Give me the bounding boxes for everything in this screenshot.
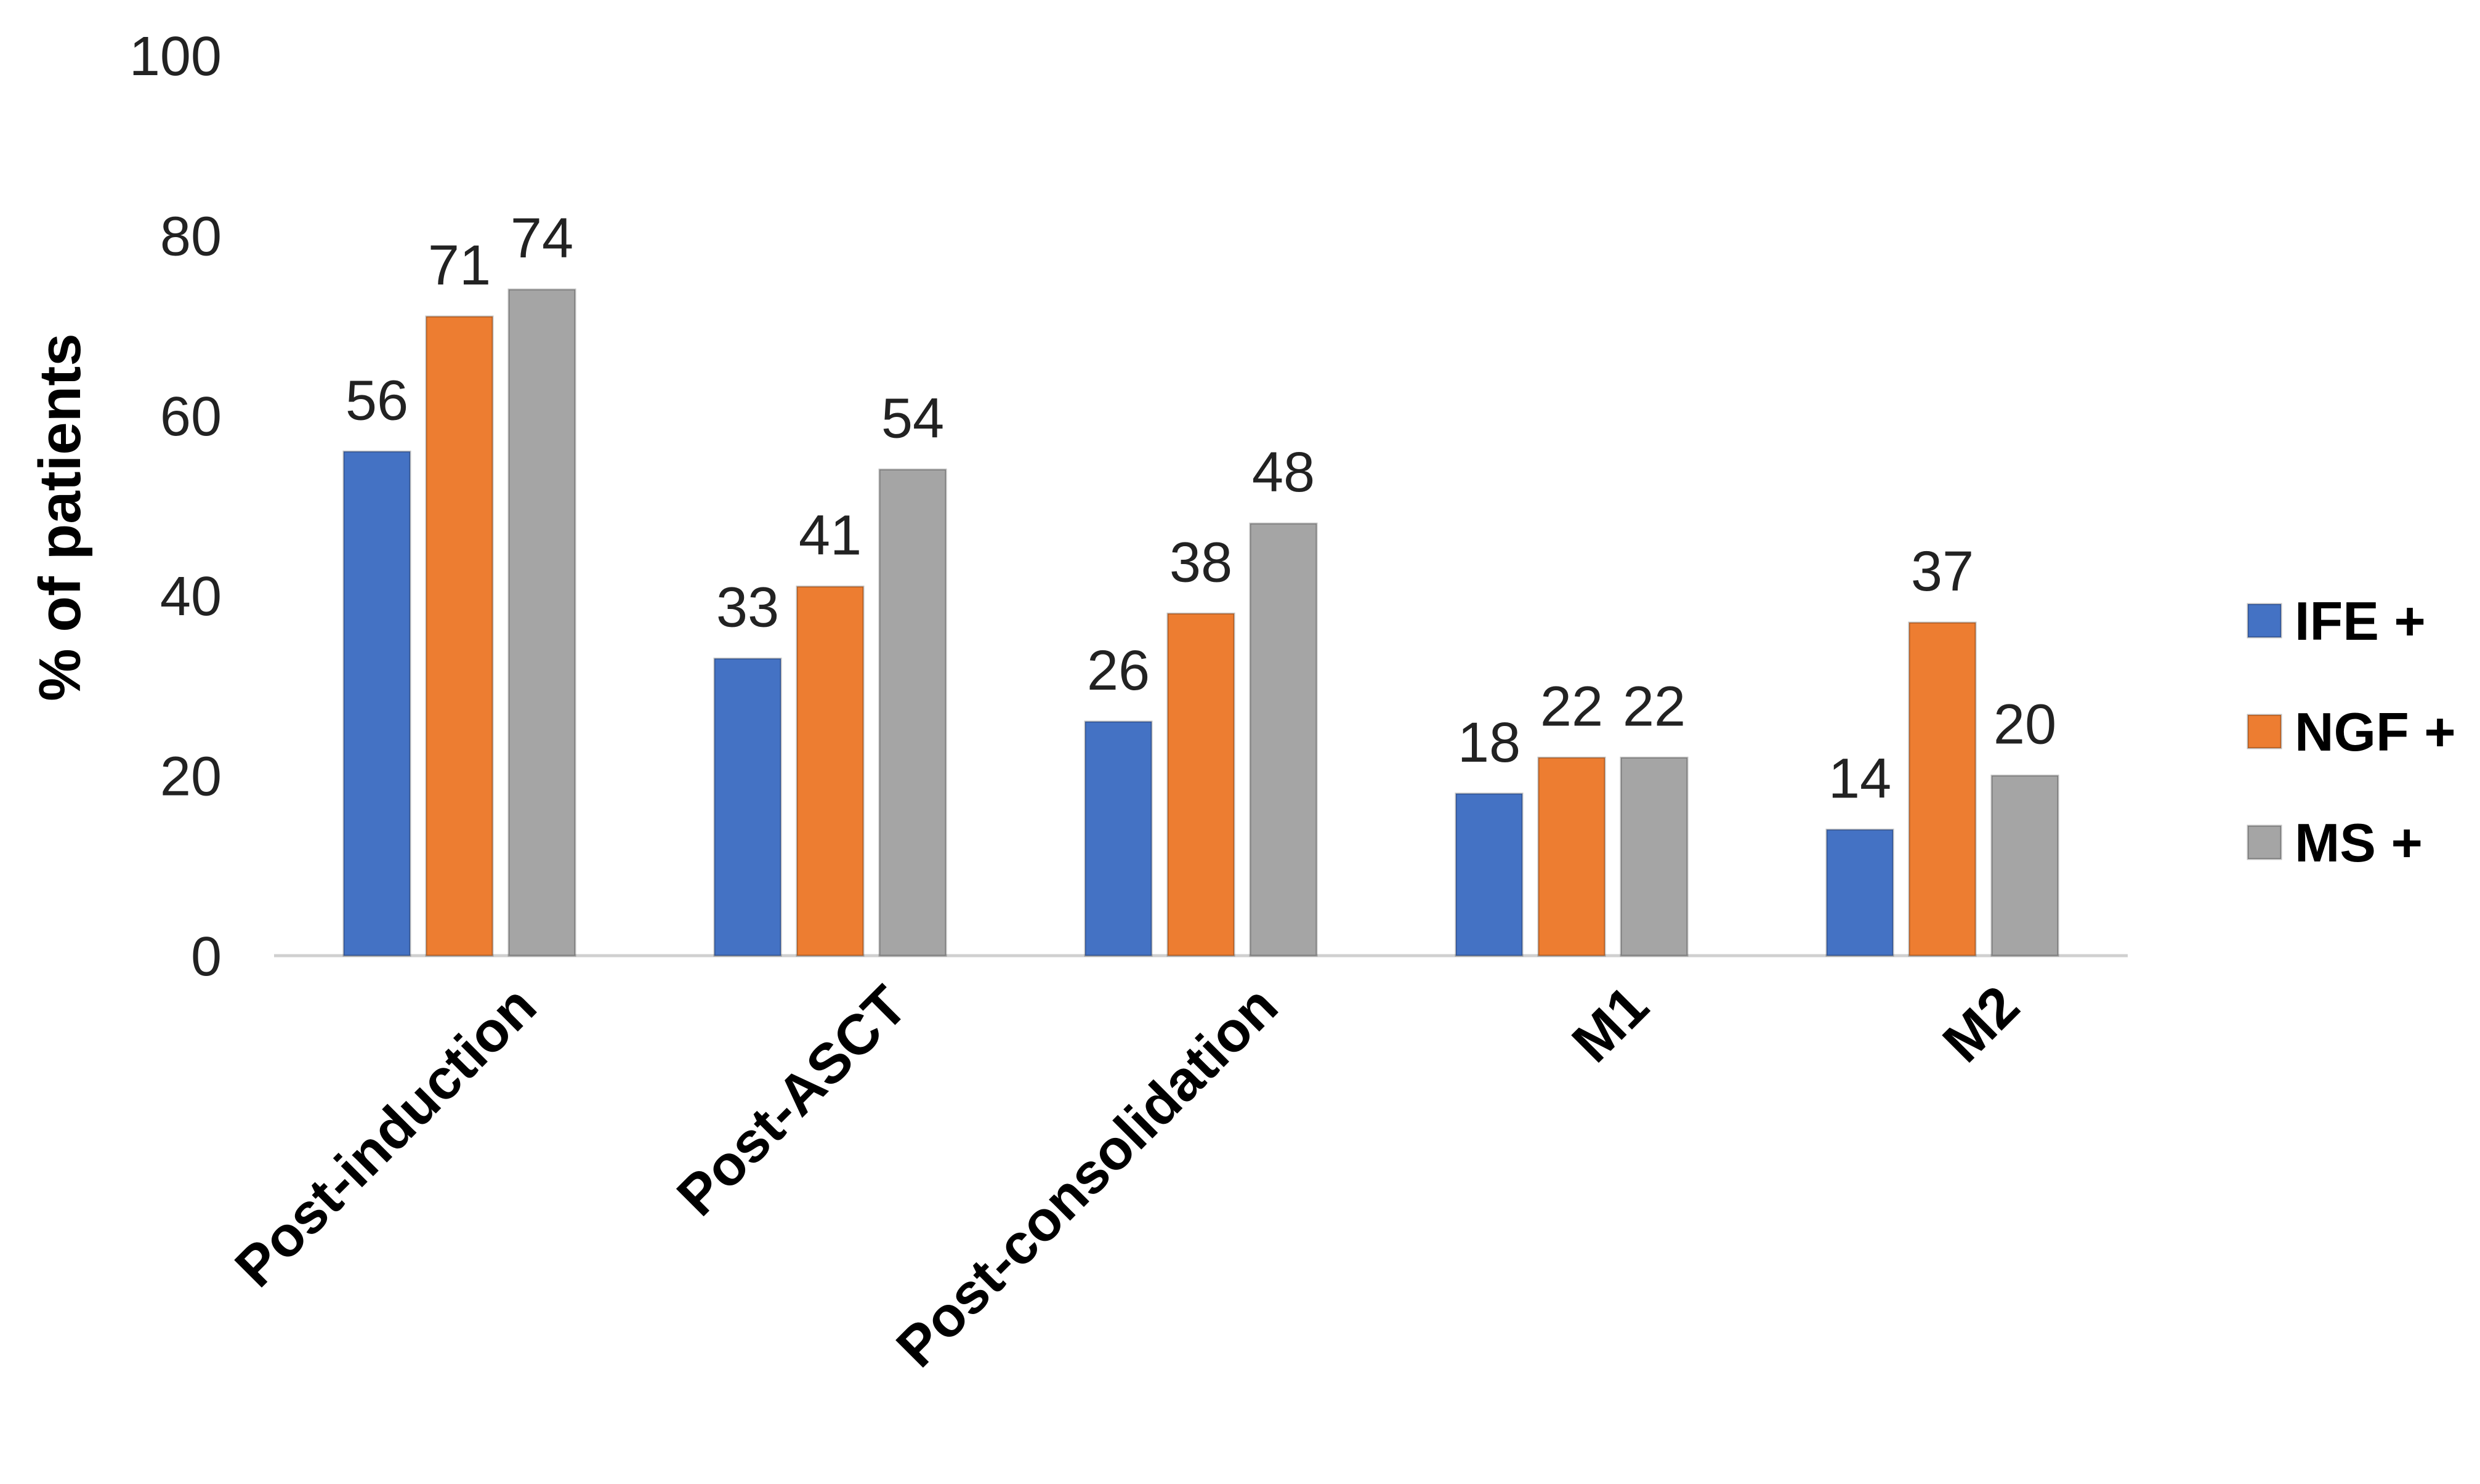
category-label: Post-ASCT xyxy=(665,974,919,1228)
y-tick-label: 80 xyxy=(160,206,222,267)
category-label: Post-induction xyxy=(224,974,548,1299)
data-label: 38 xyxy=(1169,531,1232,594)
data-label: 71 xyxy=(428,234,491,297)
bar xyxy=(507,288,576,957)
legend: IFE + NGF + MS + xyxy=(2247,591,2456,873)
bar xyxy=(1908,621,1977,957)
y-tick-label: 40 xyxy=(160,566,222,627)
data-label: 33 xyxy=(716,576,779,639)
data-label: 22 xyxy=(1623,675,1686,738)
data-label: 37 xyxy=(1911,540,1974,603)
legend-label: MS + xyxy=(2295,812,2423,873)
bar xyxy=(1166,612,1235,957)
bars xyxy=(342,288,2059,957)
data-label: 56 xyxy=(345,369,408,432)
data-labels: 56 71 74 33 41 54 26 38 48 18 22 22 14 37 20 xyxy=(345,207,2056,810)
y-tick-label: 60 xyxy=(160,386,222,448)
bar xyxy=(878,469,947,957)
data-label: 20 xyxy=(1993,693,2056,756)
data-label: 22 xyxy=(1540,675,1603,738)
data-label: 74 xyxy=(511,207,573,270)
data-label: 14 xyxy=(1828,747,1891,810)
y-tick-label: 100 xyxy=(129,26,222,87)
legend-label: NGF + xyxy=(2295,701,2456,762)
data-label: 26 xyxy=(1087,639,1150,702)
legend-swatch xyxy=(2247,714,2282,749)
legend-swatch xyxy=(2247,825,2282,860)
bar xyxy=(1990,775,2059,957)
bar xyxy=(1825,828,1894,957)
category-label: M2 xyxy=(1931,974,2032,1075)
bar xyxy=(713,658,782,957)
legend-label: IFE + xyxy=(2295,591,2426,651)
category-label: Post-consolidation xyxy=(885,974,1290,1379)
data-label: 18 xyxy=(1458,711,1521,774)
legend-swatch xyxy=(2247,603,2282,639)
data-label: 48 xyxy=(1252,441,1315,504)
category-label: M1 xyxy=(1561,974,1661,1075)
bar xyxy=(1249,522,1318,957)
bar xyxy=(1084,720,1153,957)
y-axis-ticks: 0 20 40 60 80 100 xyxy=(129,26,222,988)
bar xyxy=(1537,756,1606,957)
bar xyxy=(342,450,411,957)
y-tick-label: 20 xyxy=(160,746,222,808)
bar xyxy=(1455,792,1524,957)
bar xyxy=(796,586,865,957)
category-labels: Post-induction Post-ASCTPost-consolidatio… xyxy=(224,974,2031,1379)
data-label: 41 xyxy=(799,504,862,567)
data-label: 54 xyxy=(881,387,944,450)
y-tick-label: 0 xyxy=(191,926,222,988)
bar xyxy=(425,315,494,957)
y-axis-title: % of patients xyxy=(27,333,93,701)
bar xyxy=(1620,756,1689,957)
